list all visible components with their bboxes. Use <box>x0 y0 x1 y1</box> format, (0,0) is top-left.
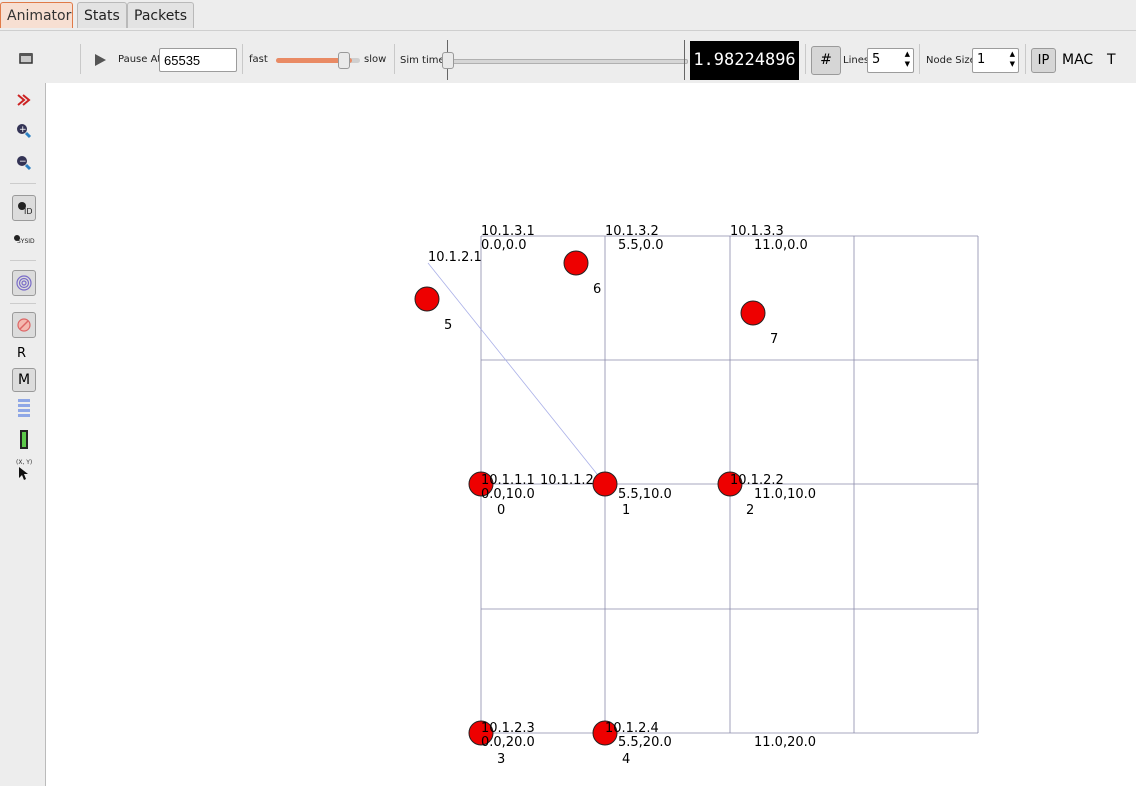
zoom-in-icon[interactable]: + <box>12 120 36 144</box>
ip-label: 10.1.3.3 <box>730 224 784 239</box>
ip-label: 10.1.3.2 <box>605 224 659 239</box>
xy-label: (X, Y) <box>16 459 33 466</box>
grid-coord-label: 11.0,10.0 <box>754 487 817 502</box>
fast-label: fast <box>249 54 268 65</box>
node-id-label: 1 <box>622 503 631 518</box>
play-icon[interactable] <box>93 52 107 66</box>
topology-scene <box>414 235 979 746</box>
separator <box>10 183 36 184</box>
separator <box>1025 44 1026 74</box>
fast-forward-icon[interactable] <box>12 90 36 114</box>
lines-value: 5 <box>872 52 881 67</box>
node-size-value: 1 <box>977 52 986 67</box>
grid-coord-label: 0.0,0.0 <box>481 238 527 253</box>
grid-coord-label: 0.0,10.0 <box>481 487 535 502</box>
node-size-label: Node Size <box>926 55 976 66</box>
separator <box>10 303 36 304</box>
lines-spinbox[interactable]: 5 ▲ ▼ <box>867 48 914 73</box>
block-icon[interactable] <box>12 312 36 338</box>
id-text: ID <box>24 207 33 216</box>
grid-toggle-button[interactable]: # <box>811 46 841 75</box>
node-id-label: 2 <box>746 503 755 518</box>
lines-label: Lines <box>843 55 870 66</box>
separator <box>80 44 81 74</box>
t-toggle-button[interactable]: T <box>1107 52 1116 68</box>
node-5[interactable] <box>414 286 440 312</box>
grid-coord-label: 0.0,20.0 <box>481 735 535 750</box>
tab-stats[interactable]: Stats <box>77 2 127 28</box>
node-size-select[interactable]: 1 ▲ ▼ <box>972 48 1019 73</box>
sim-time-slider-handle[interactable] <box>442 52 454 69</box>
zoom-out-icon[interactable]: − <box>12 152 36 176</box>
svg-text:−: − <box>19 157 27 167</box>
tab-animator[interactable]: Animator <box>0 2 73 28</box>
ip-toggle-button[interactable]: IP <box>1031 48 1056 73</box>
spiral-icon[interactable] <box>12 270 36 296</box>
sim-time-label: Sim time <box>400 55 445 66</box>
sysid-icon[interactable]: SYSID <box>12 231 36 255</box>
sim-time-slider[interactable] <box>442 59 688 64</box>
separator <box>10 260 36 261</box>
slow-label: slow <box>364 54 387 65</box>
pause-at-label: Pause At <box>118 54 162 65</box>
spin-arrows-icon[interactable]: ▲ ▼ <box>1009 50 1015 68</box>
node-1[interactable] <box>592 471 618 497</box>
animation-canvas[interactable]: 10.1.3.1 10.1.3.2 10.1.3.3 10.1.2.1 10.1… <box>46 83 1136 786</box>
grid-coord-label: 11.0,20.0 <box>754 735 817 750</box>
node-2[interactable] <box>717 471 743 497</box>
ip-label: 10.1.3.1 <box>481 224 535 239</box>
node-id-label: 6 <box>593 282 602 297</box>
grid-coord-label: 5.5,10.0 <box>618 487 672 502</box>
speed-slider-fill <box>276 58 353 63</box>
mac-toggle-button[interactable]: MAC <box>1062 52 1094 68</box>
separator <box>919 44 920 74</box>
m-button[interactable]: M <box>12 368 36 392</box>
grid-coord-label: 11.0,0.0 <box>754 238 808 253</box>
ip-label: 10.1.2.4 <box>605 721 659 736</box>
node-7[interactable] <box>740 300 766 326</box>
speed-slider-handle[interactable] <box>338 52 351 69</box>
node-3[interactable] <box>468 720 494 746</box>
node-id-label: 3 <box>497 752 506 767</box>
link-line <box>427 262 606 485</box>
xy-cursor-icon[interactable] <box>18 466 28 480</box>
tab-packets[interactable]: Packets <box>127 2 194 28</box>
pause-at-input[interactable] <box>159 48 237 72</box>
node-0[interactable] <box>468 471 494 497</box>
svg-text:+: + <box>19 125 27 135</box>
spin-arrows-icon[interactable]: ▲ ▼ <box>904 50 910 68</box>
ip-label: 10.1.1.2 <box>540 473 594 488</box>
node-6[interactable] <box>563 250 589 276</box>
speed-slider-track[interactable] <box>276 58 360 63</box>
node-id-label: 7 <box>770 332 779 347</box>
ip-label: 10.1.1.1 <box>481 473 535 488</box>
ip-label: 10.1.2.2 <box>730 473 784 488</box>
ip-label: 10.1.2.1 <box>428 250 482 265</box>
node-id-icon[interactable]: ID <box>12 195 36 221</box>
separator <box>805 44 806 74</box>
window-icon[interactable] <box>18 50 34 64</box>
separator <box>242 44 243 74</box>
separator <box>394 44 395 74</box>
node-id-label: 5 <box>444 318 453 333</box>
node-id-label: 0 <box>497 503 506 518</box>
node-id-label: 4 <box>622 752 631 767</box>
grid-icon: # <box>820 52 832 68</box>
list-icon[interactable] <box>12 396 36 420</box>
battery-icon[interactable] <box>12 428 36 452</box>
ip-label: 10.1.2.3 <box>481 721 535 736</box>
node-circles <box>414 250 766 746</box>
grid-coord-label: 5.5,0.0 <box>618 238 664 253</box>
grid-coord-label: 5.5,20.0 <box>618 735 672 750</box>
sysid-text: SYSID <box>17 238 35 245</box>
sim-time-tick-right <box>684 40 685 80</box>
time-display: 1.98224896 <box>690 41 799 80</box>
r-button[interactable]: R <box>17 346 27 361</box>
node-4[interactable] <box>592 720 618 746</box>
link-lines <box>427 262 606 485</box>
